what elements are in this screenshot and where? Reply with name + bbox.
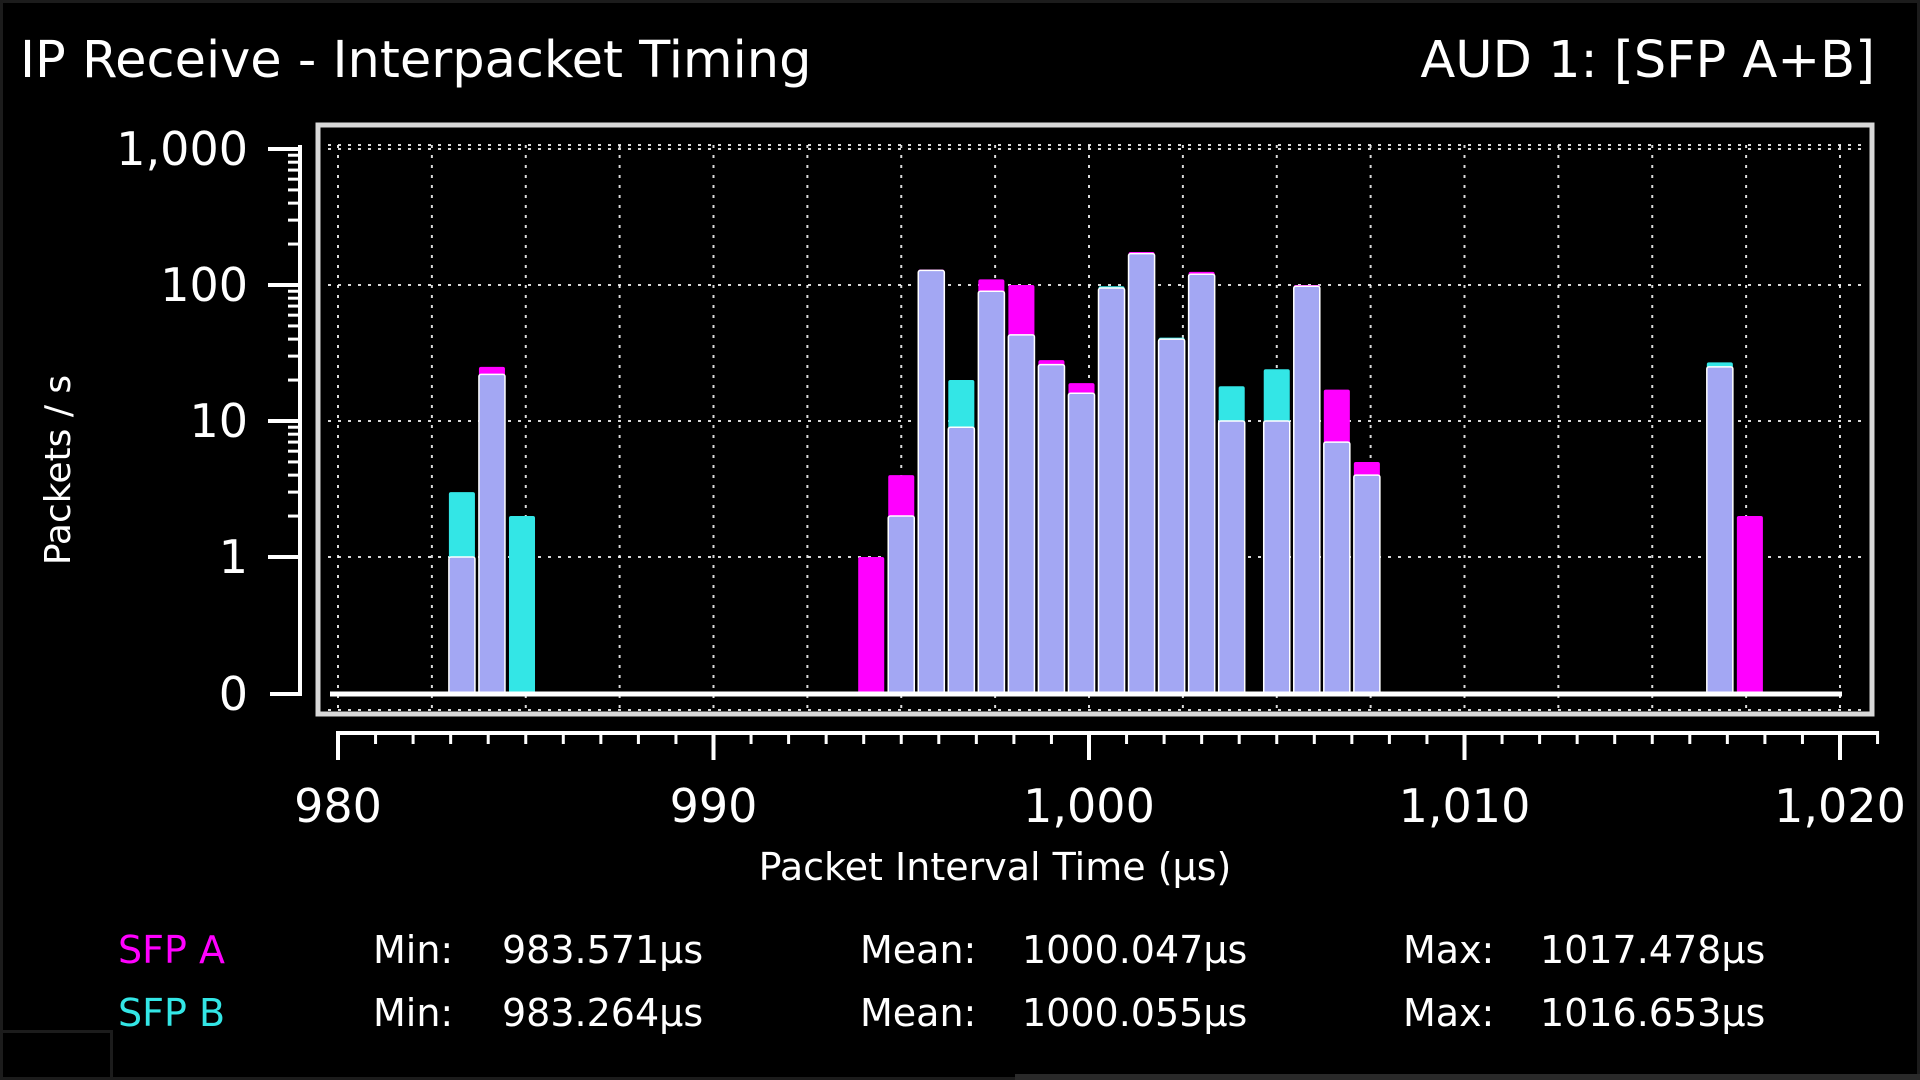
histogram-bar-overlap — [1217, 420, 1246, 695]
x-tick-label: 1,010 — [1399, 779, 1531, 833]
x-axis-label: Packet Interval Time (μs) — [759, 845, 1232, 889]
sfp-b-min-value: 983.264μs — [502, 991, 704, 1035]
max-label: Max: — [1403, 928, 1495, 972]
histogram-bar-overlap — [917, 269, 946, 695]
divider — [1015, 1074, 1920, 1080]
min-label: Min: — [373, 928, 454, 972]
histogram-bar-overlap — [1007, 334, 1036, 695]
x-tick-label: 980 — [294, 779, 382, 833]
mean-label: Mean: — [860, 928, 977, 972]
sfp-b-max-value: 1016.653μs — [1540, 991, 1766, 1035]
grid — [328, 144, 1866, 711]
divider — [110, 1030, 113, 1080]
y-axis-label: Packets / s — [38, 375, 79, 565]
histogram-bar-overlap — [1157, 338, 1186, 695]
histogram-bar-overlap — [1037, 363, 1066, 695]
x-tick-label: 990 — [670, 779, 758, 833]
histogram-bar-overlap — [478, 373, 506, 695]
sfp-a-min-value: 983.571μs — [502, 928, 704, 972]
axes: 0 1 10 100 1,000 980 990 1,000 1,010 1,020 — [116, 122, 1906, 833]
histogram-bar-overlap — [1097, 287, 1126, 695]
histogram-bar — [1736, 516, 1763, 694]
histogram-bar — [508, 516, 536, 694]
histogram-bar-overlap — [448, 556, 476, 695]
histogram-bar-overlap — [1067, 392, 1096, 695]
bars — [448, 251, 1763, 695]
histogram-bar-overlap — [1262, 420, 1291, 695]
histogram-bar-overlap — [1187, 273, 1216, 695]
x-tick-label: 1,020 — [1774, 779, 1906, 833]
mean-label: Mean: — [860, 991, 977, 1035]
source-selector[interactable]: AUD 1: [SFP A+B] — [1420, 31, 1875, 90]
legend-sfp-a: SFP A — [118, 928, 225, 972]
sfp-a-max-value: 1017.478μs — [1540, 928, 1766, 972]
y-tick-label: 1,000 — [116, 122, 248, 176]
histogram-bar-overlap — [1706, 366, 1734, 695]
y-tick-label: 0 — [219, 667, 248, 721]
histogram-bar-overlap — [977, 290, 1006, 695]
histogram-bar-overlap — [1293, 285, 1321, 695]
x-tick-label: 1,000 — [1023, 779, 1155, 833]
plot-frame — [315, 122, 1875, 717]
histogram-bar-overlap — [1127, 252, 1156, 695]
histogram-bar — [858, 557, 885, 694]
histogram-bar-overlap — [947, 426, 976, 695]
sfp-a-mean-value: 1000.047μs — [1022, 928, 1248, 972]
max-label: Max: — [1403, 991, 1495, 1035]
divider — [0, 1030, 112, 1033]
y-tick-label: 100 — [160, 258, 248, 312]
plot-border — [315, 122, 1875, 717]
legend-sfp-b: SFP B — [118, 991, 226, 1035]
histogram-bar-overlap — [1323, 441, 1351, 695]
sfp-b-mean-value: 1000.055μs — [1022, 991, 1248, 1035]
panel-title: IP Receive - Interpacket Timing — [20, 31, 812, 90]
min-label: Min: — [373, 991, 454, 1035]
histogram-bar-overlap — [887, 515, 916, 695]
histogram-bar-overlap — [1353, 474, 1381, 695]
y-tick-label: 1 — [219, 530, 248, 584]
y-tick-label: 10 — [189, 394, 248, 448]
